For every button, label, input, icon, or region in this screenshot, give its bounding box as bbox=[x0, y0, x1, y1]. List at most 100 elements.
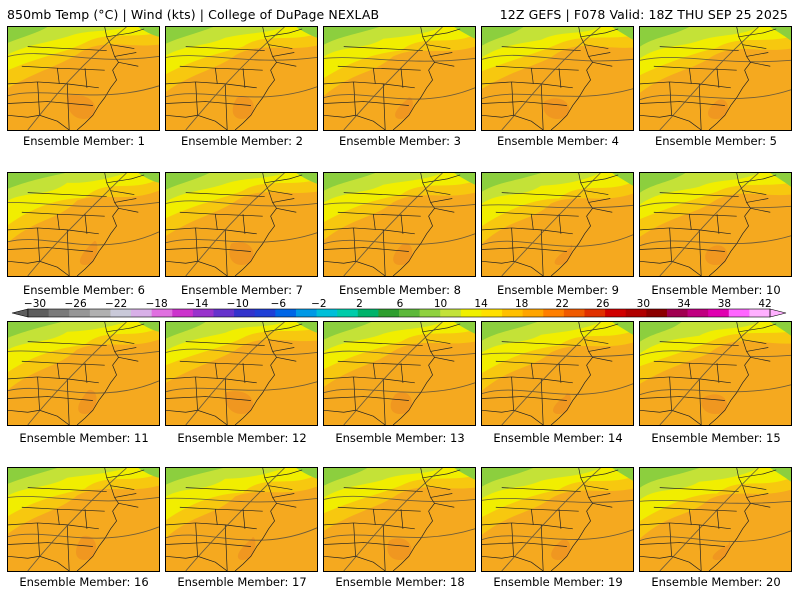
ensemble-member-map-8 bbox=[323, 172, 476, 277]
colorbar-segment bbox=[481, 309, 503, 317]
ensemble-member-map-10 bbox=[639, 172, 792, 277]
colorbar-segment bbox=[357, 309, 379, 317]
colorbar-segment bbox=[110, 309, 132, 317]
colorbar-segment bbox=[440, 309, 462, 317]
ensemble-member-map-14 bbox=[481, 321, 634, 426]
ensemble-member-label: Ensemble Member: 1 bbox=[23, 134, 145, 148]
colorbar-segment bbox=[131, 309, 153, 317]
colorbar-tick-label: 34 bbox=[677, 298, 691, 310]
colorbar-tick-label: 6 bbox=[396, 298, 404, 310]
colorbar-outline bbox=[27, 308, 771, 318]
colorbar-tick-label: 10 bbox=[433, 298, 448, 310]
colorbar-segment bbox=[522, 309, 544, 317]
colorbar-segment bbox=[605, 309, 627, 317]
colorbar-labels: −30 −26 −22 −18 −14 −10 −6 −2 2 6 10 14 18 22 26 30 34 38… bbox=[0, 298, 800, 310]
ensemble-member-label: Ensemble Member: 6 bbox=[23, 283, 145, 297]
colorbar-segment bbox=[625, 309, 647, 317]
colorbar-segment bbox=[460, 309, 482, 317]
colorbar-segment bbox=[687, 309, 709, 317]
colorbar-segment bbox=[213, 309, 235, 317]
ensemble-member-label: Ensemble Member: 8 bbox=[339, 283, 461, 297]
colorbar-left-arrow bbox=[11, 308, 29, 318]
ensemble-member-map-19 bbox=[481, 467, 634, 572]
ensemble-member-map-6 bbox=[7, 172, 160, 277]
colorbar-segment bbox=[502, 309, 524, 317]
ensemble-member-label: Ensemble Member: 16 bbox=[19, 575, 149, 589]
ensemble-member-map-11 bbox=[7, 321, 160, 426]
ensemble-member-map-16 bbox=[7, 467, 160, 572]
ensemble-member-map-13 bbox=[323, 321, 476, 426]
colorbar-tick-label: −10 bbox=[226, 298, 249, 310]
colorbar-segment bbox=[378, 309, 400, 317]
colorbar-segment bbox=[749, 309, 771, 317]
ensemble-member-map-12 bbox=[165, 321, 318, 426]
ensemble-member-label: Ensemble Member: 2 bbox=[181, 134, 303, 148]
colorbar-segment bbox=[275, 309, 297, 317]
colorbar-segment bbox=[316, 309, 338, 317]
colorbar-tick-label: 26 bbox=[596, 298, 610, 310]
colorbar-segment bbox=[708, 309, 730, 317]
ensemble-member-label: Ensemble Member: 14 bbox=[493, 431, 623, 445]
ensemble-member-label: Ensemble Member: 17 bbox=[177, 575, 307, 589]
colorbar-tick-label: −26 bbox=[64, 298, 87, 310]
ensemble-member-label: Ensemble Member: 9 bbox=[497, 283, 619, 297]
colorbar-segment bbox=[28, 309, 50, 317]
colorbar-segment bbox=[48, 309, 70, 317]
ensemble-member-label: Ensemble Member: 7 bbox=[181, 283, 303, 297]
colorbar-segment bbox=[254, 309, 276, 317]
colorbar-tick-label: 38 bbox=[717, 298, 732, 310]
colorbar-segment bbox=[666, 309, 689, 317]
colorbar-tick-label: 30 bbox=[636, 298, 651, 310]
colorbar-tick-label: 2 bbox=[356, 298, 363, 310]
colorbar-tick-label: −6 bbox=[270, 298, 287, 310]
temperature-colorbar bbox=[11, 308, 787, 318]
colorbar-segment bbox=[584, 309, 606, 317]
colorbar-tick-label: 22 bbox=[555, 298, 569, 310]
ensemble-member-label: Ensemble Member: 3 bbox=[339, 134, 461, 148]
ensemble-member-map-17 bbox=[165, 467, 318, 572]
ensemble-member-label: Ensemble Member: 18 bbox=[335, 575, 465, 589]
colorbar-segment bbox=[563, 309, 585, 317]
colorbar-segment bbox=[69, 309, 91, 317]
colorbar-tick-label: −14 bbox=[186, 298, 209, 310]
ensemble-member-map-3 bbox=[323, 26, 476, 131]
colorbar-segment bbox=[543, 309, 565, 317]
ensemble-member-map-5 bbox=[639, 26, 792, 131]
ensemble-member-map-4 bbox=[481, 26, 634, 131]
ensemble-member-label: Ensemble Member: 19 bbox=[493, 575, 623, 589]
ensemble-member-map-9 bbox=[481, 172, 634, 277]
colorbar-segment bbox=[89, 309, 111, 317]
ensemble-member-label: Ensemble Member: 10 bbox=[651, 283, 781, 297]
ensemble-member-map-15 bbox=[639, 321, 792, 426]
colorbar-segment bbox=[192, 309, 214, 317]
colorbar-segment bbox=[419, 309, 441, 317]
colorbar-right-arrow bbox=[769, 308, 787, 318]
ensemble-member-map-20 bbox=[639, 467, 792, 572]
colorbar-tick-label: −22 bbox=[105, 298, 128, 310]
chart-title-left: 850mb Temp (°C) | Wind (kts) | College o… bbox=[7, 7, 380, 22]
ensemble-member-map-18 bbox=[323, 467, 476, 572]
ensemble-member-label: Ensemble Member: 13 bbox=[335, 431, 465, 445]
ensemble-member-label: Ensemble Member: 4 bbox=[497, 134, 619, 148]
ensemble-member-label: Ensemble Member: 12 bbox=[177, 431, 307, 445]
ensemble-member-label: Ensemble Member: 15 bbox=[651, 431, 781, 445]
colorbar-segment bbox=[646, 309, 668, 317]
colorbar-segment bbox=[234, 309, 256, 317]
colorbar-tick-label: 42 bbox=[758, 298, 772, 310]
ensemble-member-label: Ensemble Member: 20 bbox=[651, 575, 781, 589]
colorbar-segment bbox=[172, 309, 194, 317]
colorbar-tick-label: −18 bbox=[145, 298, 168, 310]
colorbar-tick-label: 14 bbox=[474, 298, 488, 310]
ensemble-member-map-1 bbox=[7, 26, 160, 131]
colorbar-segment bbox=[728, 309, 750, 317]
colorbar-tick-label: 18 bbox=[514, 298, 529, 310]
ensemble-member-map-2 bbox=[165, 26, 318, 131]
ensemble-member-label: Ensemble Member: 11 bbox=[19, 431, 149, 445]
run-info-right: 12Z GEFS | F078 Valid: 18Z THU SEP 25 20… bbox=[499, 7, 788, 22]
ensemble-member-map-7 bbox=[165, 172, 318, 277]
colorbar-segment bbox=[295, 309, 318, 317]
colorbar-segment bbox=[151, 309, 173, 317]
ensemble-member-label: Ensemble Member: 5 bbox=[655, 134, 777, 148]
colorbar-segment bbox=[337, 309, 359, 317]
colorbar-tick-label: −30 bbox=[23, 298, 47, 310]
